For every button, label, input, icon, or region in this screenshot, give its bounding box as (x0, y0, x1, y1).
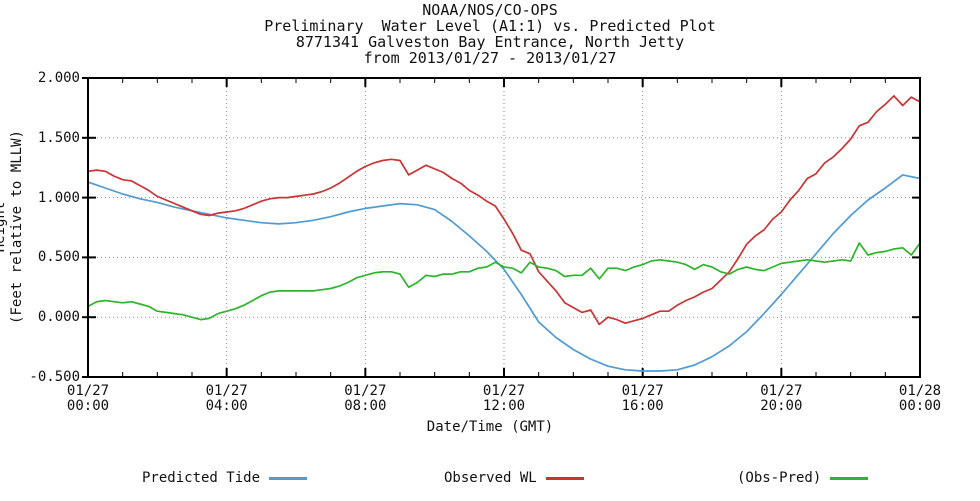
x-tick-label: 01/27 08:00 (344, 383, 387, 414)
y-tick-label: 0.000 (37, 309, 80, 326)
legend-line-predicted (269, 476, 308, 480)
legend-label-obs-pred: (Obs-Pred) (737, 470, 822, 486)
legend-label-predicted: Predicted Tide (142, 470, 261, 486)
x-tick-label: 01/27 00:00 (66, 383, 110, 414)
y-tick-label: 0.500 (37, 249, 80, 266)
y-tick-label: -0.500 (29, 369, 80, 385)
x-tick-label: 01/27 12:00 (482, 383, 526, 414)
title-station: 8771341 Galveston Bay Entrance, North Je… (295, 33, 685, 51)
y-tick-label: 1.000 (37, 189, 80, 206)
legend-entry-predicted: Predicted Tide (142, 470, 308, 486)
y-tick-label: 1.500 (37, 129, 80, 146)
title-agency: NOAA/NOS/CO-OPS (422, 1, 558, 19)
x-tick-label: 01/27 16:00 (621, 383, 664, 414)
series-line-predicted-tide (87, 174, 921, 372)
legend-line-observed (545, 476, 584, 480)
x-tick-label: 01/28 00:00 (898, 383, 942, 414)
title-date-range: from 2013/01/27 - 2013/01/27 (363, 49, 617, 67)
legend-entry-observed: Observed WL (444, 470, 584, 486)
x-tick-label: 01/27 04:00 (205, 383, 248, 414)
y-tick-label: 2.000 (37, 70, 80, 86)
chart-title-block: NOAA/NOS/CO-OPS Preliminary Water Level … (0, 2, 980, 66)
legend-line-obs-pred (830, 476, 869, 480)
y-axis-label-units: (Feet relative to MLLW) (9, 130, 25, 324)
legend-entry-obs-pred: (Obs-Pred) (737, 470, 869, 486)
x-axis-label: Date/Time (GMT) (426, 419, 554, 435)
x-tick-label: 01/27 20:00 (760, 383, 803, 414)
y-axis-label-height: Height (0, 201, 8, 253)
legend-label-observed: Observed WL (444, 470, 537, 486)
series-line-obs-pred (87, 242, 921, 321)
plot-border (87, 77, 921, 378)
series-line-observed-wl (87, 95, 921, 326)
title-plot-type: Preliminary Water Level (A1:1) vs. Predi… (264, 17, 716, 35)
